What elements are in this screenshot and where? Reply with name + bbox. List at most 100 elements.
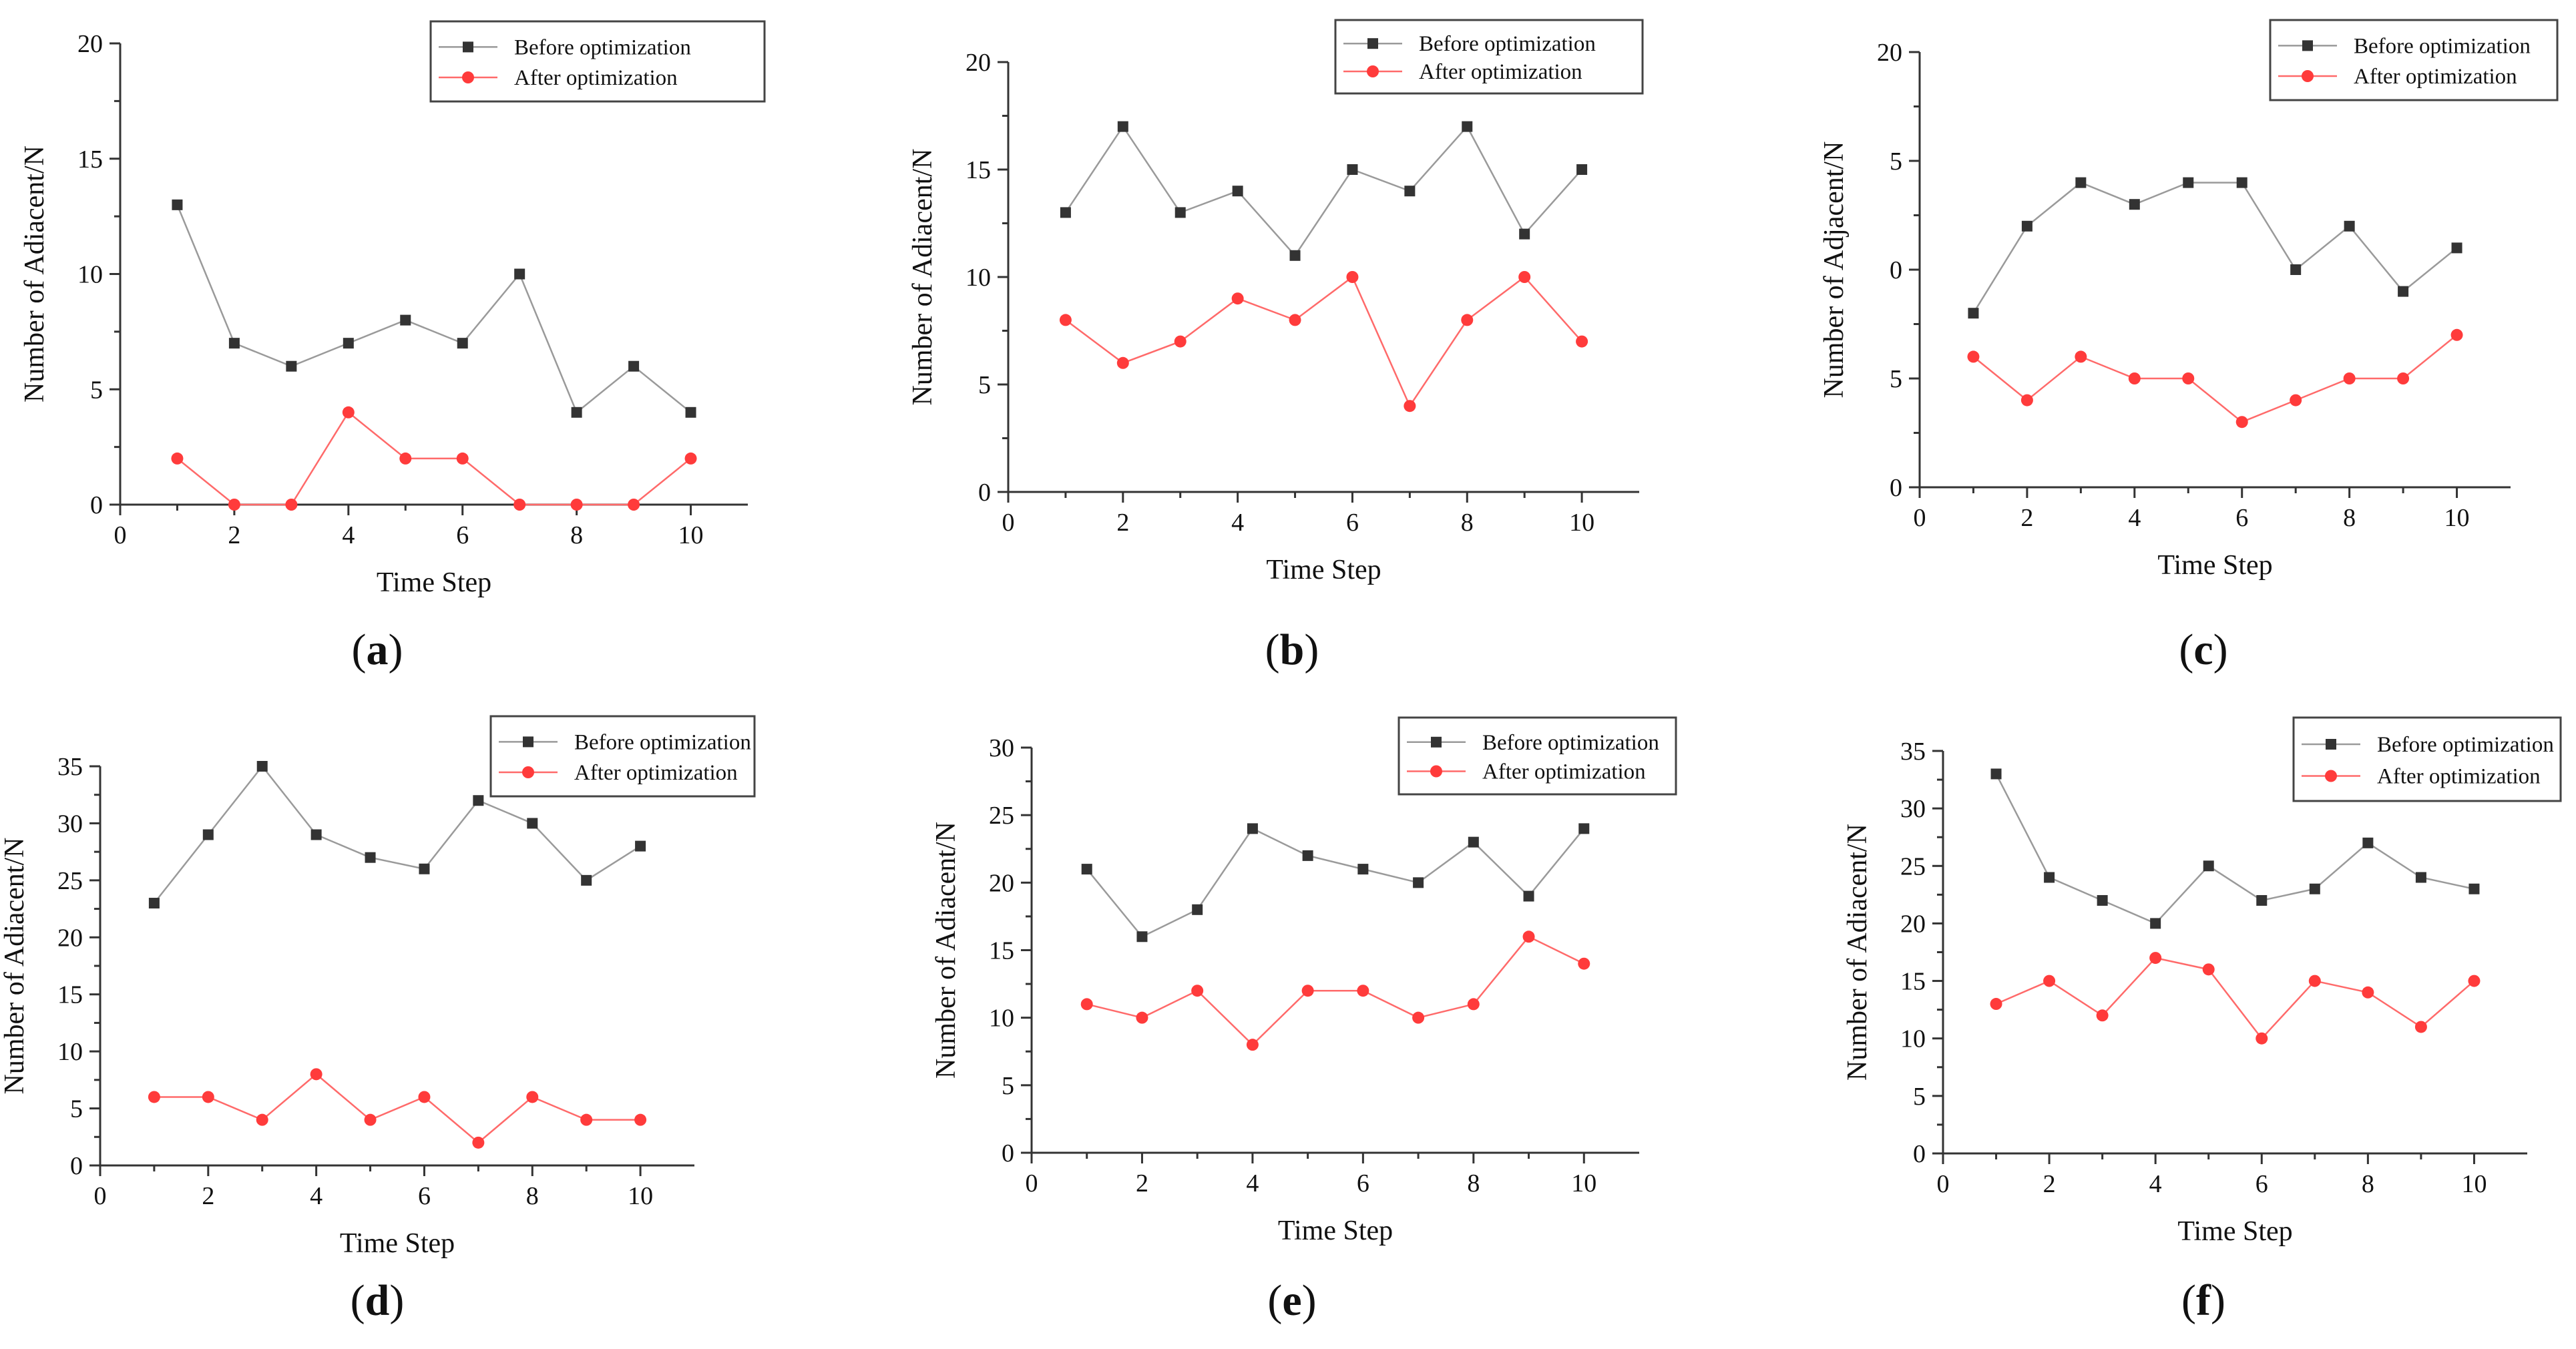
before-data-point — [685, 407, 696, 418]
y-tick-label: 15 — [989, 937, 1014, 965]
before-data-point — [2203, 860, 2214, 872]
legend-after-marker — [2302, 70, 2314, 82]
before-data-point — [286, 360, 297, 372]
y-tick-label: 20 — [1877, 39, 1902, 67]
x-tick-label: 2 — [2020, 504, 2033, 532]
x-tick-label: 10 — [1571, 1169, 1596, 1197]
before-data-point — [343, 338, 354, 349]
before-data-point — [419, 863, 430, 874]
panel-label: (d) — [351, 1276, 405, 1325]
before-data-point — [2362, 837, 2374, 848]
after-data-point — [1080, 998, 1093, 1011]
before-series-line — [1064, 125, 1583, 257]
y-tick-label: 25 — [989, 802, 1014, 830]
after-data-point — [472, 1136, 485, 1149]
y-tick-label: 0 — [90, 491, 103, 519]
after-data-point — [1059, 314, 1072, 326]
y-tick-label: 25 — [57, 867, 83, 895]
legend-box — [489, 715, 756, 798]
y-tick-label: 0 — [1890, 256, 1902, 284]
y-tick-label: 15 — [57, 981, 83, 1009]
legend: Before optimization After optimization — [1398, 716, 1677, 796]
y-axis-title: Number of Adiacent/N — [0, 838, 30, 1095]
before-data-point — [1462, 121, 1473, 132]
before-data-point — [2256, 894, 2268, 906]
x-tick-label: 8 — [1461, 509, 1474, 537]
x-axis-title: Time Step — [2177, 1216, 2292, 1247]
after-data-point — [513, 499, 526, 511]
legend-after-marker — [1430, 765, 1442, 778]
y-axis-title: Number of Adiacent/N — [931, 822, 961, 1079]
after-data-point — [1518, 271, 1531, 283]
before-data-point — [202, 829, 214, 840]
after-data-point — [1289, 314, 1301, 326]
after-data-point — [2020, 394, 2033, 407]
x-axis-title: Time Step — [1266, 555, 1381, 585]
after-data-point — [1301, 985, 1314, 997]
before-data-point — [1468, 836, 1479, 848]
panel-label: (f) — [2181, 1276, 2225, 1325]
before-data-point — [1519, 228, 1530, 240]
legend-after-marker — [462, 71, 474, 83]
after-series-line — [1996, 957, 2475, 1040]
after-data-point — [2096, 1009, 2109, 1022]
after-series-line — [1972, 334, 2458, 423]
x-tick-label: 4 — [310, 1182, 323, 1210]
before-data-point — [1523, 890, 1534, 902]
before-data-point — [2183, 177, 2194, 188]
x-tick-label: 10 — [628, 1182, 653, 1210]
y-tick-label: 0 — [1890, 474, 1902, 502]
after-data-point — [628, 499, 640, 511]
before-data-point — [2129, 199, 2140, 210]
after-data-point — [1990, 998, 2002, 1011]
y-tick-label: 20 — [989, 869, 1014, 897]
after-data-point — [2362, 986, 2374, 999]
before-data-point — [365, 852, 376, 863]
after-series-line — [1065, 276, 1583, 408]
after-data-point — [256, 1113, 268, 1126]
y-tick-label: 5 — [1913, 1083, 1926, 1111]
y-tick-label: 0 — [1913, 1140, 1926, 1168]
after-data-point — [570, 499, 583, 511]
chart-panel-a: 0 2 4 6 8 10 0 5 10 15 20 Time Step Number of Adiace… — [19, 20, 766, 674]
before-data-point — [2236, 177, 2247, 188]
y-tick-label: 20 — [57, 924, 83, 952]
after-data-point — [1346, 271, 1359, 283]
before-series-line — [153, 764, 641, 904]
before-data-point — [256, 761, 268, 772]
legend-after-marker — [1367, 65, 1379, 77]
legend-after-label: After optimization — [1482, 760, 1646, 784]
after-data-point — [2128, 372, 2141, 384]
y-tick-label: 5 — [1002, 1072, 1014, 1100]
legend-after-label: After optimization — [514, 66, 678, 90]
y-tick-label: 0 — [978, 479, 991, 507]
before-data-point — [1578, 823, 1590, 834]
before-data-point — [1357, 864, 1369, 875]
panel-label: (e) — [1267, 1276, 1316, 1325]
panel-label: (a) — [352, 625, 403, 674]
after-data-point — [1246, 1039, 1259, 1051]
legend: Before optimization After optimization — [489, 715, 756, 798]
x-axis-title: Time Step — [1278, 1216, 1393, 1246]
before-data-point — [473, 795, 484, 806]
y-tick-label: 5 — [1890, 365, 1902, 393]
x-tick-label: 2 — [228, 521, 240, 549]
x-tick-label: 2 — [202, 1182, 214, 1210]
x-tick-label: 6 — [418, 1182, 431, 1210]
y-tick-label: 20 — [77, 30, 103, 58]
before-data-point — [1232, 186, 1243, 197]
legend-before-marker — [523, 736, 533, 748]
y-tick-label: 10 — [965, 264, 991, 292]
after-data-point — [1412, 1011, 1425, 1024]
before-data-point — [1347, 164, 1358, 175]
y-tick-label: 30 — [989, 734, 1014, 762]
chart-panel-e: 0 2 4 6 8 10 0 5 10 15 20 25 30 Time Step Number of Ad… — [931, 716, 1677, 1325]
before-data-point — [1060, 207, 1071, 218]
before-data-point — [1117, 121, 1128, 132]
y-tick-label: 15 — [965, 156, 991, 184]
y-tick-label: 20 — [1900, 910, 1926, 938]
after-data-point — [1576, 335, 1588, 348]
legend-box — [2269, 19, 2559, 101]
after-data-point — [684, 452, 697, 465]
x-tick-label: 6 — [456, 521, 469, 549]
